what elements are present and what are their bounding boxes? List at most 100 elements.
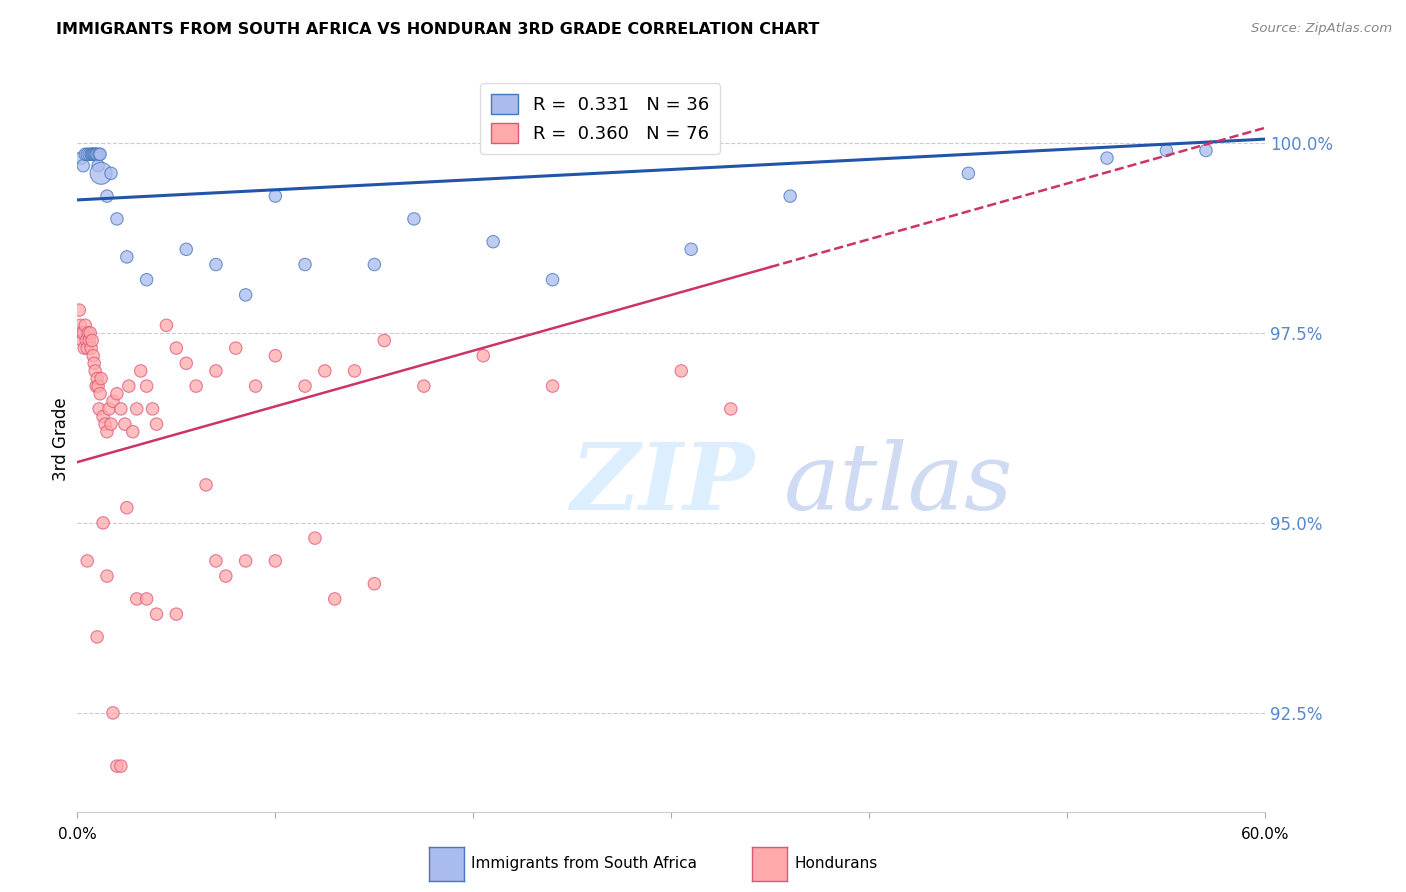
- Point: [105, 759, 128, 773]
- Point: [205, 258, 228, 272]
- Point: [541, 273, 564, 287]
- Point: [77, 147, 100, 161]
- Point: [86, 630, 108, 644]
- Point: [96, 189, 118, 203]
- Point: [323, 591, 346, 606]
- Point: [294, 258, 316, 272]
- Point: [245, 379, 267, 393]
- Point: [174, 242, 197, 256]
- Point: [110, 401, 132, 416]
- Text: Source: ZipAtlas.com: Source: ZipAtlas.com: [1251, 22, 1392, 36]
- Point: [135, 273, 157, 287]
- Point: [314, 364, 336, 378]
- Point: [84, 379, 107, 393]
- Point: [75, 334, 97, 348]
- Point: [671, 364, 693, 378]
- Point: [195, 478, 218, 492]
- Point: [100, 417, 122, 431]
- Point: [83, 147, 105, 161]
- Point: [94, 417, 117, 431]
- Point: [165, 607, 187, 621]
- Point: [235, 288, 257, 302]
- Point: [186, 379, 208, 393]
- Point: [482, 235, 505, 249]
- Point: [135, 379, 157, 393]
- Text: IMMIGRANTS FROM SOUTH AFRICA VS HONDURAN 3RD GRADE CORRELATION CHART: IMMIGRANTS FROM SOUTH AFRICA VS HONDURAN…: [56, 22, 820, 37]
- Point: [84, 364, 107, 378]
- Point: [472, 349, 495, 363]
- Point: [84, 147, 107, 161]
- Point: [76, 554, 98, 568]
- Point: [125, 591, 148, 606]
- Point: [98, 401, 121, 416]
- Point: [125, 401, 148, 416]
- Point: [114, 417, 136, 431]
- Point: [145, 417, 167, 431]
- Point: [110, 759, 132, 773]
- Point: [77, 334, 100, 348]
- Point: [957, 166, 980, 180]
- Point: [90, 166, 112, 180]
- Point: [720, 401, 742, 416]
- Point: [121, 425, 143, 439]
- Point: [72, 334, 94, 348]
- Point: [96, 569, 118, 583]
- Point: [70, 326, 93, 340]
- Point: [105, 211, 128, 226]
- Point: [264, 349, 287, 363]
- Point: [541, 379, 564, 393]
- Point: [165, 341, 187, 355]
- Text: 60.0%: 60.0%: [1241, 827, 1289, 842]
- Point: [76, 341, 98, 355]
- Point: [82, 334, 104, 348]
- Point: [402, 211, 425, 226]
- Text: Immigrants from South Africa: Immigrants from South Africa: [471, 856, 697, 871]
- Text: ZIP: ZIP: [571, 439, 755, 529]
- Point: [205, 364, 228, 378]
- Point: [373, 334, 395, 348]
- Point: [174, 356, 197, 370]
- Point: [87, 401, 110, 416]
- Point: [363, 576, 385, 591]
- Point: [145, 607, 167, 621]
- Point: [105, 386, 128, 401]
- Point: [1095, 151, 1118, 165]
- Point: [264, 554, 287, 568]
- Point: [205, 554, 228, 568]
- Point: [87, 147, 110, 161]
- Point: [681, 242, 703, 256]
- Point: [90, 371, 112, 385]
- Point: [82, 349, 104, 363]
- Point: [83, 356, 105, 370]
- Point: [82, 147, 104, 161]
- Point: [80, 341, 103, 355]
- Point: [80, 147, 103, 161]
- Point: [101, 706, 124, 720]
- Point: [155, 318, 177, 333]
- Point: [91, 409, 114, 424]
- Point: [264, 189, 287, 203]
- Point: [91, 516, 114, 530]
- Point: [72, 326, 94, 340]
- Point: [75, 147, 97, 161]
- Legend: R =  0.331   N = 36, R =  0.360   N = 76: R = 0.331 N = 36, R = 0.360 N = 76: [481, 83, 720, 153]
- Text: atlas: atlas: [785, 439, 1014, 529]
- Point: [86, 147, 108, 161]
- Point: [89, 386, 111, 401]
- Point: [215, 569, 238, 583]
- Point: [1195, 144, 1218, 158]
- Point: [363, 258, 385, 272]
- Point: [118, 379, 141, 393]
- Text: Hondurans: Hondurans: [794, 856, 877, 871]
- Point: [779, 189, 801, 203]
- Point: [115, 500, 138, 515]
- Point: [84, 147, 107, 161]
- Point: [129, 364, 152, 378]
- Point: [89, 147, 111, 161]
- Point: [142, 401, 165, 416]
- Point: [96, 425, 118, 439]
- Point: [82, 147, 104, 161]
- Point: [76, 147, 98, 161]
- Point: [70, 151, 93, 165]
- Point: [101, 394, 124, 409]
